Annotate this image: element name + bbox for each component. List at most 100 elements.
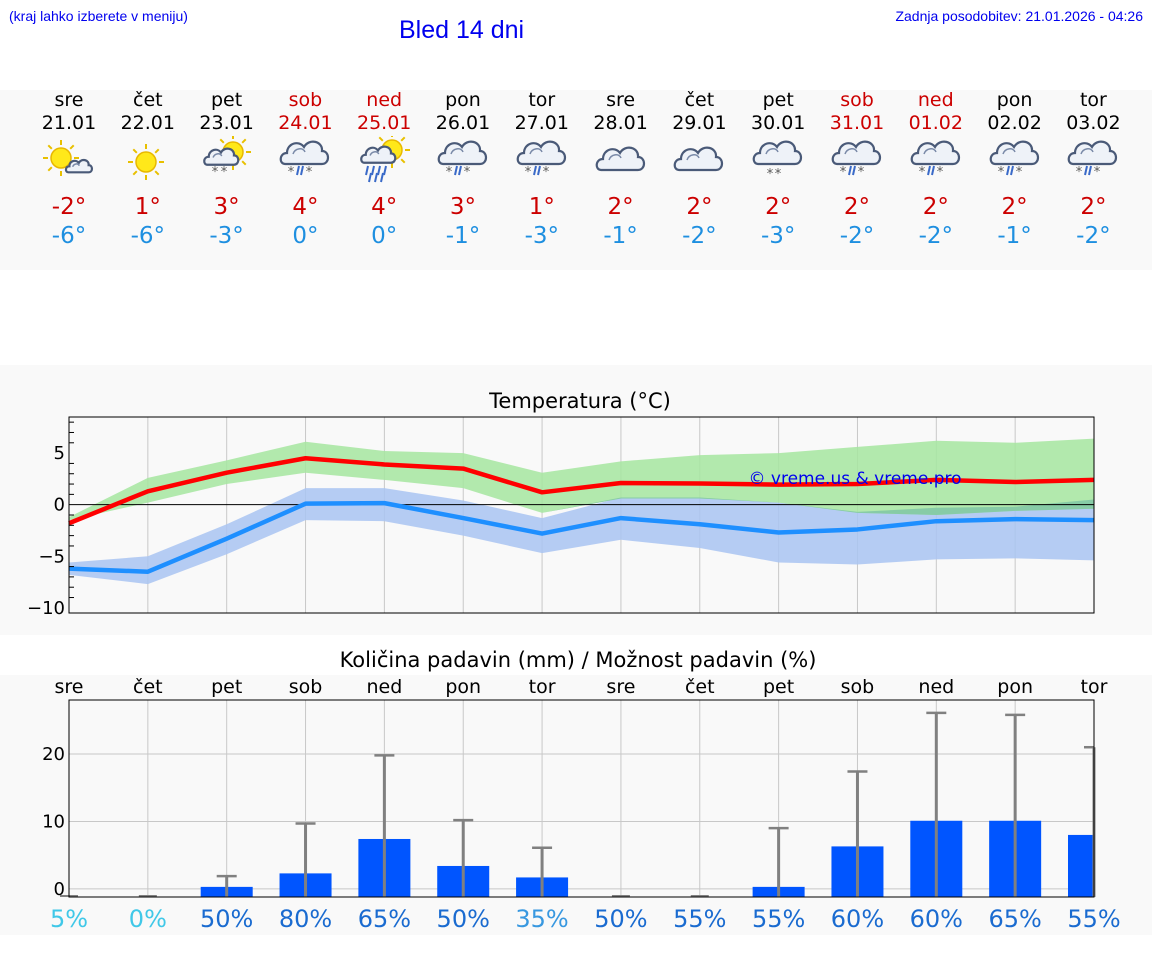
y-tick-label: 20 [42, 744, 65, 765]
cloud-icon [595, 146, 645, 172]
snowflake: * [775, 167, 782, 182]
probability-label: 50% [437, 905, 490, 933]
cloud-shape [1068, 140, 1118, 166]
snowflake: * [211, 165, 218, 180]
cloud-shape [752, 140, 803, 166]
category-label: pet [763, 676, 794, 698]
min-temperature: 0° [292, 223, 319, 249]
snowflake: * [446, 165, 453, 180]
category-label: ned [918, 676, 954, 698]
cloud-shape [831, 140, 882, 166]
day-date: 29.01 [672, 112, 727, 134]
sun-ray [132, 148, 138, 154]
cloud-shape [516, 140, 566, 166]
icon-art [43, 140, 94, 176]
min-temperature: -1° [997, 223, 1032, 249]
y-tick-label: 0 [54, 495, 65, 516]
day-column: sre 28.01 2° -1° [582, 88, 660, 250]
probability-label: 35% [515, 905, 568, 933]
min-temperature-line [68, 500, 1095, 574]
day-column: tor 27.01 * * 1° -3° [503, 88, 581, 250]
icon-art: * * [1068, 140, 1118, 180]
cloud-detail [369, 151, 380, 156]
cloud-detail [844, 148, 858, 155]
sun-ray [69, 144, 75, 150]
day-name: tor [528, 89, 556, 111]
raindrop [1005, 165, 1010, 176]
min-temperature: -3° [760, 223, 796, 249]
cloud-sleet-icon: * * [516, 140, 566, 180]
raindrop [1088, 165, 1093, 176]
raindrop [374, 172, 379, 183]
cloud-detail [607, 154, 622, 161]
day-date: 28.01 [593, 112, 648, 134]
day-date: 02.02 [987, 112, 1042, 134]
snowflake: * [840, 165, 847, 180]
category-label: sre [606, 676, 635, 698]
day-date: 01.02 [908, 112, 963, 134]
sun-ray [219, 138, 225, 144]
probability-label: 55% [1067, 905, 1120, 933]
plot-frame [68, 699, 1095, 898]
cloud-detail [450, 148, 464, 155]
watermark: © vreme.us & vreme.pro [748, 469, 961, 489]
cloud-shape [202, 147, 239, 166]
probability-label: 60% [831, 905, 884, 933]
day-name: čet [684, 89, 715, 111]
sun-disc [50, 147, 72, 169]
cloud-shape [910, 140, 960, 166]
cloud-detail [211, 153, 223, 158]
min-temperature: -3° [209, 223, 244, 249]
cloud-sleet-icon: * * [989, 140, 1039, 180]
cloud-shape [437, 140, 488, 166]
category-label: tor [1081, 676, 1108, 698]
category-label: čet [133, 676, 163, 698]
raindrop [371, 165, 376, 176]
day-name: pon [996, 89, 1033, 111]
sun-ray [241, 138, 247, 144]
cloud-detail [1001, 148, 1016, 155]
cloud-detail [1080, 148, 1095, 155]
snowflake: * [543, 165, 550, 180]
raindrop [930, 165, 935, 176]
category-label: sre [55, 676, 84, 698]
raindrop [852, 165, 856, 176]
cloud-shape [674, 146, 724, 172]
min-temperature: -2° [1076, 223, 1111, 249]
cloud-shape [64, 158, 94, 174]
day-date: 23.01 [199, 112, 254, 134]
max-temperature: 2° [1001, 194, 1028, 220]
max-temperature: 1° [134, 194, 161, 220]
max-temperature: -2° [51, 194, 87, 220]
probability-label: 65% [358, 905, 411, 933]
icon-art: * * [831, 140, 882, 180]
day-date: 03.02 [1066, 112, 1121, 134]
day-date: 25.01 [356, 112, 412, 134]
day-name: pet [210, 89, 243, 111]
raindrop [377, 165, 382, 176]
raindrop [365, 165, 370, 176]
snowflake: * [858, 165, 865, 180]
max-temperature: 2° [922, 194, 949, 220]
sun-cloud-snow-icon: * * [202, 136, 251, 180]
max-temperature: 2° [607, 194, 634, 220]
icon-art [595, 146, 645, 172]
y-tick-label: 5 [54, 443, 65, 464]
cloud-detail [292, 148, 307, 155]
probability-label: 55% [752, 905, 805, 933]
sun-ray [132, 170, 138, 176]
page-title: Bled 14 dni [399, 16, 525, 44]
raindrop [458, 165, 462, 176]
raindrop [532, 165, 537, 176]
day-column: pet 30.01 * * 2° -3° [739, 88, 817, 250]
probability-label: 0% [129, 905, 167, 933]
raindrop [300, 165, 305, 176]
day-name: tor [1079, 89, 1107, 111]
sun-ray [400, 158, 406, 164]
probability-label: 55% [673, 905, 726, 933]
temperature-title: Temperatura (°C) [488, 389, 671, 413]
sun-disc [135, 151, 157, 173]
day-column: ned 01.02 * * 2° -2° [897, 88, 975, 250]
max-temperature: 4° [371, 194, 398, 220]
day-column: sob 24.01 * * 4° 0° [266, 88, 344, 250]
